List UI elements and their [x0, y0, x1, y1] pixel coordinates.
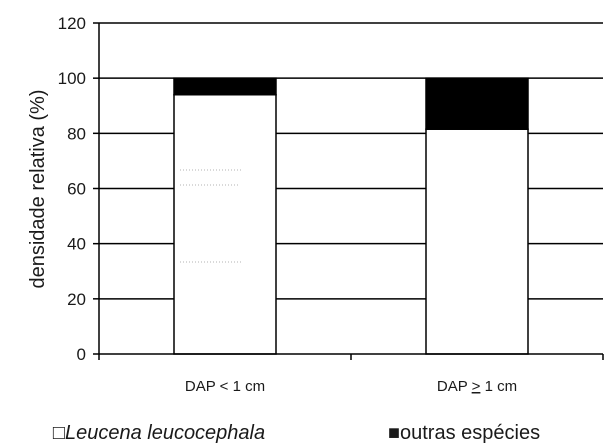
legend-symbol-open-square: □: [53, 422, 65, 444]
bar-leucena-1: [425, 128, 529, 355]
y-tick-label-4: 80: [67, 124, 86, 143]
x-category-label-symbol-1: >: [472, 378, 481, 395]
y-tick-label-5: 100: [58, 69, 86, 88]
legend: □Leucena leucocephala ■outras espécies: [53, 422, 540, 444]
y-tick-label-2: 40: [67, 235, 86, 254]
x-category-label-1: DAP > 1 cm: [437, 378, 517, 395]
x-category-label-prefix-1: DAP: [437, 378, 472, 395]
bar-outras-1: [425, 77, 529, 130]
y-tick-label-1: 20: [67, 290, 86, 309]
y-tick-labels: 0 20 40 60 80 100 120: [58, 14, 86, 364]
y-tick-label-0: 0: [77, 345, 86, 364]
bar-leucena-0: [173, 93, 277, 355]
axes: [93, 22, 604, 360]
x-category-label-suffix-1: 1 cm: [480, 378, 517, 395]
bar-outras-0: [173, 77, 277, 96]
bars: [173, 77, 529, 355]
y-axis-label: densidade relativa (%): [27, 90, 49, 289]
y-tick-label-3: 60: [67, 180, 86, 199]
legend-label-leucena: Leucena leucocephala: [65, 422, 265, 444]
legend-symbol-filled-square: ■: [388, 422, 400, 444]
legend-label-outras: outras espécies: [400, 422, 540, 444]
legend-item-outras: ■outras espécies: [388, 422, 540, 444]
x-category-label-0: DAP < 1 cm: [185, 378, 265, 395]
legend-item-leucena: □Leucena leucocephala: [53, 422, 265, 444]
x-category-labels: DAP < 1 cm DAP > 1 cm: [185, 378, 517, 395]
y-tick-label-6: 120: [58, 14, 86, 33]
